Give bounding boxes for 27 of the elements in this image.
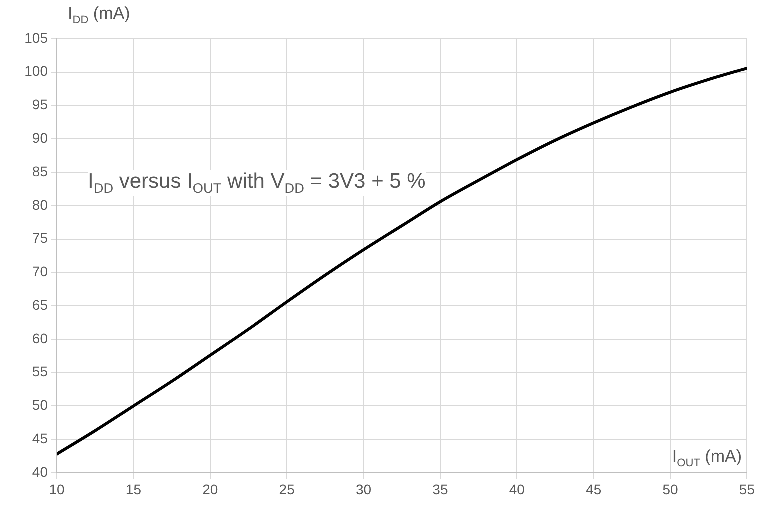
- y-tick-label: 60: [32, 330, 48, 346]
- x-tick-label: 10: [49, 481, 65, 498]
- x-tick-label: 25: [279, 481, 296, 498]
- y-tick-label: 105: [24, 30, 48, 46]
- y-tick-label: 40: [32, 464, 48, 480]
- y-tick-label: 90: [32, 130, 48, 146]
- y-tick-label: 80: [32, 196, 48, 213]
- x-tick-label: 50: [662, 481, 679, 498]
- x-tick-label: 15: [126, 481, 142, 498]
- x-tick-label: 30: [356, 481, 372, 498]
- y-tick-label: 75: [32, 230, 48, 246]
- y-tick-label: 50: [32, 397, 48, 414]
- x-tick-label: 20: [202, 481, 218, 498]
- y-tick-label: 55: [32, 364, 48, 380]
- y-tick-label: 95: [32, 96, 48, 113]
- x-tick-label: 35: [432, 481, 448, 498]
- x-axis-title: I$_{OUT}$ (mA): [672, 447, 742, 470]
- y-axis-title: I$_{DD}$ (mA): [68, 4, 130, 26]
- y-tick-label: 100: [24, 63, 48, 80]
- annotation: I$_{DD}$ versus I$_{OUT}$ with V$_{DD}$ = 3V3 + 5 %: [88, 170, 426, 196]
- y-tick-label: 85: [32, 163, 48, 180]
- y-tick-label: 65: [32, 296, 48, 313]
- x-tick-label: 40: [509, 481, 526, 498]
- x-tick-label: 45: [586, 481, 602, 498]
- y-tick-label: 45: [32, 430, 48, 446]
- y-tick-label: 70: [32, 264, 48, 280]
- x-tick-label: 55: [739, 481, 756, 498]
